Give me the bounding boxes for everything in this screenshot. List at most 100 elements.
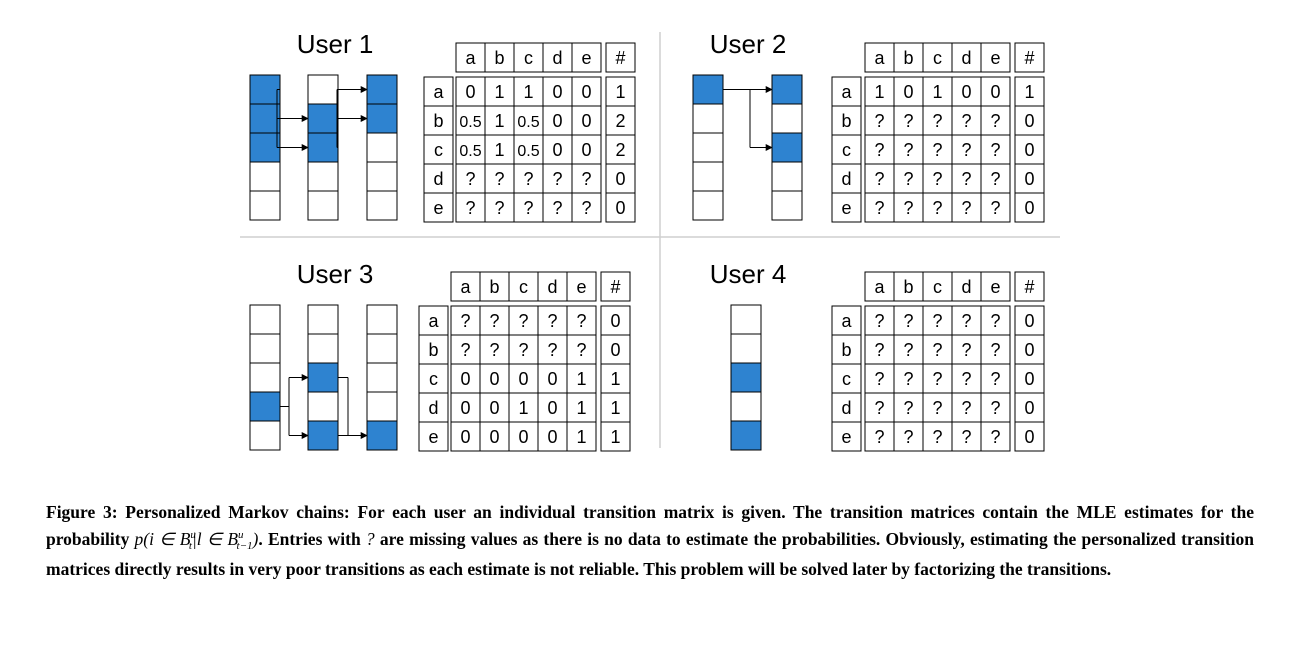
matrix-cell bbox=[893, 334, 924, 365]
matrix-row-label: e bbox=[433, 198, 443, 218]
matrix-cell-value: ? bbox=[961, 427, 971, 447]
matrix-row-label: a bbox=[841, 82, 852, 102]
matrix-cell bbox=[980, 76, 1011, 107]
matrix-cell bbox=[1014, 421, 1045, 452]
matrix-cell-value: 1 bbox=[874, 82, 884, 102]
matrix-cell-value: ? bbox=[460, 311, 470, 331]
matrix-cell bbox=[1014, 334, 1045, 365]
basket-item-filled bbox=[730, 362, 762, 393]
matrix-cell-value: 1 bbox=[494, 111, 504, 131]
matrix-cell-value: ? bbox=[874, 198, 884, 218]
matrix-header-cell bbox=[508, 271, 539, 302]
matrix-cell-value: ? bbox=[990, 369, 1000, 389]
matrix-cell bbox=[450, 392, 481, 423]
matrix-cell-value: ? bbox=[547, 340, 557, 360]
matrix-cell-value: 0 bbox=[518, 427, 528, 447]
matrix-cell-value: ? bbox=[552, 198, 562, 218]
matrix-count-value: 1 bbox=[1024, 82, 1034, 102]
matrix-cell bbox=[542, 76, 573, 107]
basket-item-empty bbox=[692, 103, 724, 134]
matrix-row-label: a bbox=[841, 311, 852, 331]
matrix-cell-value: ? bbox=[874, 311, 884, 331]
basket-item-empty bbox=[730, 333, 762, 364]
matrix-cell-value: 0 bbox=[990, 82, 1000, 102]
matrix-cell-value: ? bbox=[903, 427, 913, 447]
basket-item-empty bbox=[771, 161, 803, 192]
basket-item-empty bbox=[692, 190, 724, 221]
matrix-cell bbox=[893, 134, 924, 165]
matrix-header-label: a bbox=[874, 277, 885, 297]
matrix-header-cell bbox=[600, 271, 631, 302]
basket-item-empty bbox=[730, 304, 762, 335]
matrix-header-cell bbox=[980, 271, 1011, 302]
matrix-header-label: b bbox=[903, 277, 913, 297]
matrix-cell-value: ? bbox=[874, 427, 884, 447]
matrix-cell bbox=[980, 421, 1011, 452]
matrix-cell-value: 0 bbox=[547, 369, 557, 389]
basket-item-empty bbox=[307, 391, 339, 422]
matrix-cell-value: 0 bbox=[518, 369, 528, 389]
basket-item-empty bbox=[692, 132, 724, 163]
matrix-row-label-cell bbox=[418, 305, 449, 336]
matrix-cell bbox=[479, 421, 510, 452]
user-panel: User 4 a b c d e #a????? 0b????? 0c????? 0d????? 0… bbox=[710, 259, 1045, 452]
basket-item-filled bbox=[771, 132, 803, 163]
matrix-cell bbox=[605, 192, 636, 223]
matrix-cell-value: ? bbox=[990, 169, 1000, 189]
matrix-header-label: d bbox=[961, 48, 971, 68]
basket-item-empty bbox=[771, 190, 803, 221]
matrix-count-value: 0 bbox=[615, 198, 625, 218]
matrix-header-label: c bbox=[933, 277, 942, 297]
matrix-cell-value: 0.5 bbox=[459, 114, 481, 131]
matrix-cell bbox=[542, 105, 573, 136]
matrix-cell bbox=[1014, 105, 1045, 136]
matrix-header-cell bbox=[1014, 42, 1045, 73]
matrix-cell-value: ? bbox=[581, 169, 591, 189]
matrix-cell-value: ? bbox=[489, 311, 499, 331]
matrix-row-label-cell bbox=[423, 163, 454, 194]
markov-chains-figure: User 1 a b c d e # a 0 1 1 0 0 1 b 0.5 1 0.5 0 0 2 c 0.5 1 0.5 0 0… bbox=[240, 29, 1060, 452]
matrix-cell bbox=[450, 363, 481, 394]
matrix-header-cell bbox=[566, 271, 597, 302]
matrix-cell bbox=[951, 421, 982, 452]
matrix-cell bbox=[893, 76, 924, 107]
caption-formula: p(i ∈ But|l ∈ But−1) bbox=[134, 528, 259, 553]
matrix-cell bbox=[980, 334, 1011, 365]
matrix-header-label: # bbox=[615, 48, 625, 68]
matrix-cell-value: 0.5 bbox=[517, 143, 539, 160]
matrix-cell bbox=[513, 105, 544, 136]
matrix-row-label: e bbox=[841, 427, 851, 447]
basket-item-empty bbox=[249, 161, 281, 192]
basket-item-filled bbox=[366, 74, 398, 105]
matrix-cell bbox=[508, 305, 539, 336]
matrix-row-label-cell bbox=[831, 134, 862, 165]
matrix-header-cell bbox=[513, 42, 544, 73]
matrix-cell-value: ? bbox=[990, 111, 1000, 131]
matrix-header-cell bbox=[537, 271, 568, 302]
matrix-cell-value: ? bbox=[903, 169, 913, 189]
user-title: User 2 bbox=[710, 29, 787, 59]
matrix-cell-value: ? bbox=[990, 311, 1000, 331]
matrix-cell bbox=[864, 105, 895, 136]
matrix-row-label: b bbox=[433, 111, 443, 131]
matrix-cell-value: ? bbox=[874, 369, 884, 389]
basket-item-empty bbox=[771, 103, 803, 134]
matrix-cell bbox=[922, 105, 953, 136]
matrix-count-value: 0 bbox=[1024, 169, 1034, 189]
matrix-cell bbox=[1014, 76, 1045, 107]
matrix-row-label-cell bbox=[423, 134, 454, 165]
matrix-row-label-cell bbox=[831, 76, 862, 107]
matrix-count-value: 0 bbox=[1024, 140, 1034, 160]
matrix-cell-value: 0 bbox=[460, 398, 470, 418]
matrix-cell bbox=[922, 76, 953, 107]
matrix-cell-value: ? bbox=[874, 169, 884, 189]
matrix-row-label-cell bbox=[831, 305, 862, 336]
matrix-cell-value: 1 bbox=[576, 369, 586, 389]
matrix-cell-value: 0 bbox=[489, 427, 499, 447]
basket-item-empty bbox=[366, 391, 398, 422]
matrix-cell bbox=[922, 305, 953, 336]
matrix-cell-value: 0 bbox=[581, 111, 591, 131]
matrix-count-value: 1 bbox=[615, 82, 625, 102]
matrix-count-value: 1 bbox=[610, 398, 620, 418]
matrix-header-label: d bbox=[547, 277, 557, 297]
